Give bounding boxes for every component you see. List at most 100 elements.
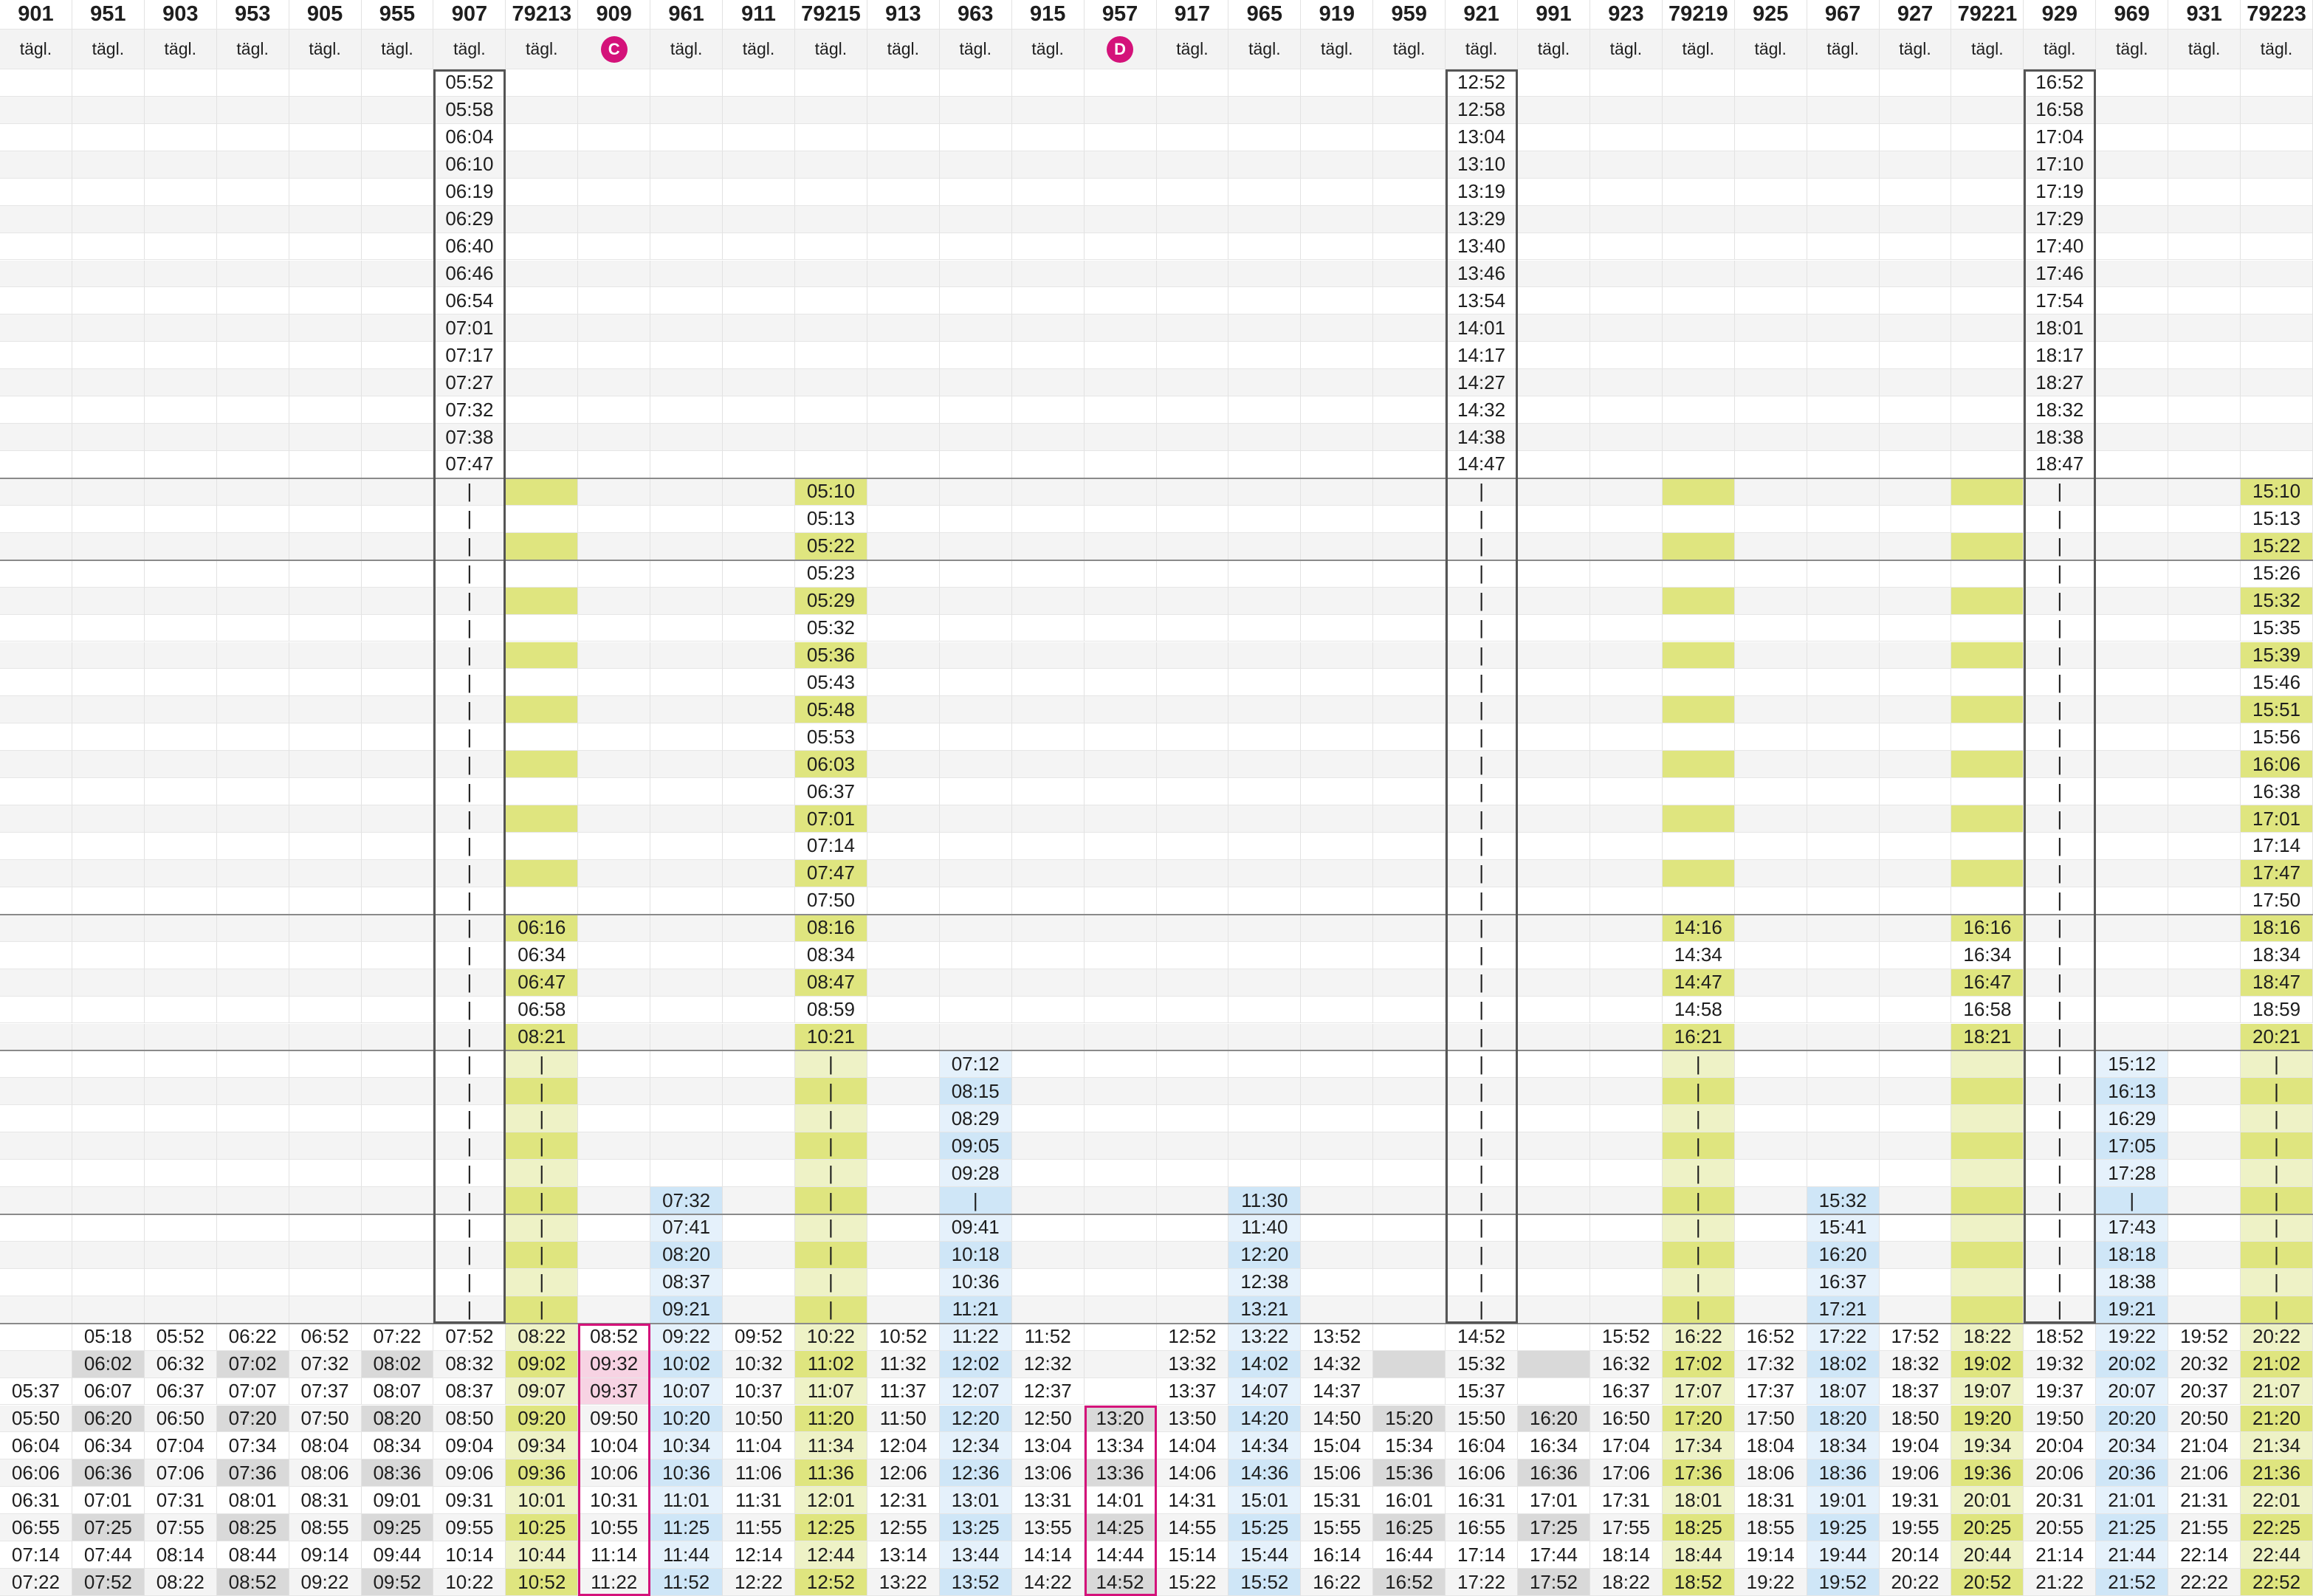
time-cell (144, 833, 217, 860)
time-cell: 05:53 (794, 723, 867, 751)
time-cell (1301, 642, 1374, 670)
time-cell (1011, 941, 1085, 969)
time-cell (1734, 1160, 1807, 1188)
time-cell (0, 1187, 72, 1214)
time-cell (650, 478, 724, 506)
time-cell: 19:02 (1951, 1350, 2024, 1378)
time-cell (2168, 1296, 2241, 1324)
time-cell (1734, 1214, 1807, 1242)
time-cell (1518, 396, 1590, 424)
time-cell (1879, 833, 1952, 860)
time-cell: 12:55 (867, 1514, 940, 1542)
time-cell (289, 914, 362, 942)
time-cell (1518, 1105, 1590, 1133)
time-cell: 18:01 (2024, 314, 2097, 343)
time-cell (0, 1296, 72, 1324)
time-cell: 15:06 (1301, 1459, 1374, 1487)
time-cell (867, 778, 940, 806)
time-cell (1373, 778, 1446, 806)
time-cell: 12:58 (1446, 96, 1519, 124)
time-cell (1373, 478, 1446, 506)
time-cell (650, 178, 724, 206)
time-cell (361, 1268, 434, 1296)
time-cell (1518, 69, 1590, 97)
time-cell: 08:34 (361, 1432, 434, 1460)
time-cell (2096, 369, 2169, 397)
time-cell: 15:39 (2241, 642, 2313, 670)
time-cell (1373, 887, 1446, 915)
time-cell: 16:25 (1373, 1514, 1446, 1542)
time-cell (361, 1187, 434, 1214)
time-cell (1807, 1078, 1880, 1106)
time-cell: 07:01 (433, 314, 506, 343)
train-number: 923 (1589, 0, 1663, 30)
time-cell (2096, 751, 2169, 779)
time-cell (1084, 778, 1157, 806)
time-cell (650, 805, 724, 833)
time-cell: 11:20 (794, 1405, 867, 1433)
time-cell (1951, 451, 2024, 478)
time-cell (1228, 887, 1302, 915)
time-cell (1011, 1050, 1085, 1079)
time-cell (1228, 478, 1302, 506)
time-cell (2168, 505, 2241, 533)
time-cell (72, 1241, 145, 1269)
day-cell: tägl. (1662, 30, 1735, 69)
time-cell: 10:32 (723, 1350, 795, 1378)
time-cell (1879, 369, 1952, 397)
time-cell (794, 233, 867, 261)
time-cell (506, 859, 579, 887)
time-cell (216, 969, 289, 997)
time-cell: | (433, 505, 506, 533)
time-cell: | (1446, 941, 1519, 969)
time-cell (1589, 1023, 1663, 1051)
time-cell (1011, 151, 1085, 179)
time-cell: | (1446, 614, 1519, 642)
time-cell (1807, 996, 1880, 1024)
time-cell (650, 1050, 724, 1079)
time-cell (506, 478, 579, 506)
day-cell: tägl. (506, 30, 579, 69)
time-cell (361, 614, 434, 642)
time-cell (1228, 505, 1302, 533)
train-number: 931 (2168, 0, 2241, 30)
time-cell (2241, 287, 2313, 315)
time-cell (144, 178, 217, 206)
time-cell (1589, 205, 1663, 233)
time-cell (1879, 587, 1952, 615)
time-cell (1589, 1160, 1663, 1188)
time-cell: 07:01 (72, 1487, 145, 1515)
time-cell: 20:21 (2241, 1023, 2313, 1051)
time-cell (144, 478, 217, 506)
days: tägl. (1176, 39, 1209, 58)
time-cell (1373, 941, 1446, 969)
days: tägl. (526, 39, 558, 58)
block-separator (0, 1050, 2313, 1052)
time-cell (1662, 833, 1735, 860)
time-cell (0, 696, 72, 724)
time-cell: 17:20 (1662, 1405, 1735, 1433)
time-cell (1301, 723, 1374, 751)
time-cell (1084, 69, 1157, 97)
time-cell (1879, 1078, 1952, 1106)
day-cell: tägl. (2096, 30, 2169, 69)
time-cell (723, 914, 795, 942)
time-cell (361, 587, 434, 615)
time-cell: | (433, 1160, 506, 1188)
time-cell (723, 1214, 795, 1242)
time-cell (1228, 696, 1302, 724)
time-cell (1662, 751, 1735, 779)
time-cell (1228, 778, 1302, 806)
time-cell (0, 969, 72, 997)
time-cell (216, 451, 289, 478)
time-cell: 17:22 (1446, 1569, 1519, 1596)
time-cell: 21:07 (2241, 1377, 2313, 1406)
time-cell: 18:18 (2096, 1241, 2169, 1269)
time-cell (723, 314, 795, 343)
time-cell: 12:14 (723, 1541, 795, 1569)
time-cell (1518, 260, 1590, 288)
time-cell (506, 887, 579, 915)
time-cell: | (2241, 1160, 2313, 1188)
time-cell (939, 342, 1012, 370)
